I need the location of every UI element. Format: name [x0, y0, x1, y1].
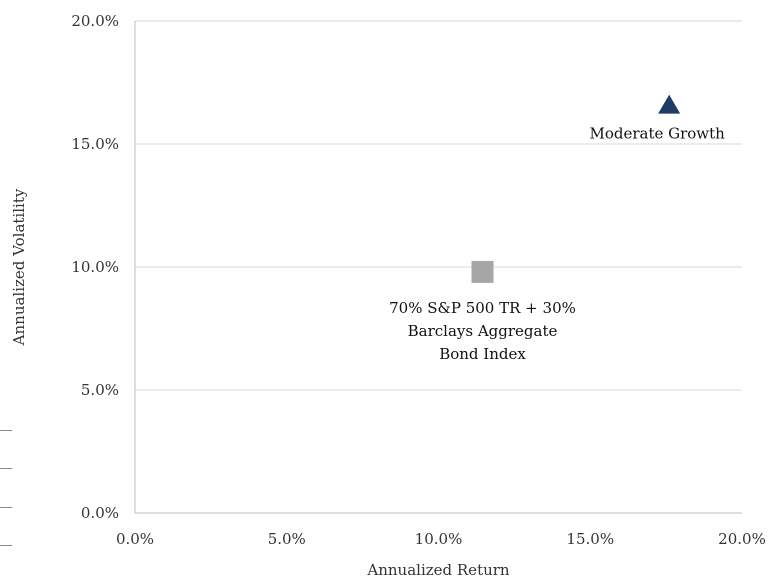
point-moderate-growth [658, 94, 681, 114]
y-tick-label-1: 5.0% [81, 381, 119, 399]
point-labels: Moderate Growth 70% S&P 500 TR + 30% Barcl… [389, 125, 725, 363]
label-benchmark-line-2: Barclays Aggregate [408, 322, 558, 340]
edge-mark-2 [0, 468, 12, 469]
edge-mark-4 [0, 545, 12, 546]
label-benchmark-line-1: 70% S&P 500 TR + 30% [389, 299, 576, 317]
x-tick-label-3: 15.0% [566, 530, 614, 548]
edge-mark-1 [0, 430, 12, 431]
point-benchmark [471, 260, 494, 283]
axes [134, 21, 742, 514]
grid-lines [135, 20, 742, 391]
x-tick-label-0: 0.0% [116, 530, 154, 548]
y-tick-label-4: 20.0% [71, 12, 119, 30]
label-benchmark-line-3: Bond Index [439, 345, 526, 363]
y-tick-label-2: 10.0% [71, 258, 119, 276]
x-tick-label-4: 20.0% [718, 530, 766, 548]
y-axis-title: Annualized Volatility [10, 188, 28, 346]
y-tick-label-0: 0.0% [81, 504, 119, 522]
label-moderate-growth: Moderate Growth [589, 125, 725, 143]
x-tick-label-1: 5.0% [268, 530, 306, 548]
edge-mark-3 [0, 507, 12, 508]
data-points [471, 94, 681, 283]
x-tick-label-2: 10.0% [415, 530, 463, 548]
x-axis-title: Annualized Return [366, 561, 510, 579]
y-tick-label-3: 15.0% [71, 135, 119, 153]
y-tick-labels: 0.0% 5.0% 10.0% 15.0% 20.0% [71, 12, 119, 522]
x-tick-labels: 0.0% 5.0% 10.0% 15.0% 20.0% [116, 530, 766, 548]
